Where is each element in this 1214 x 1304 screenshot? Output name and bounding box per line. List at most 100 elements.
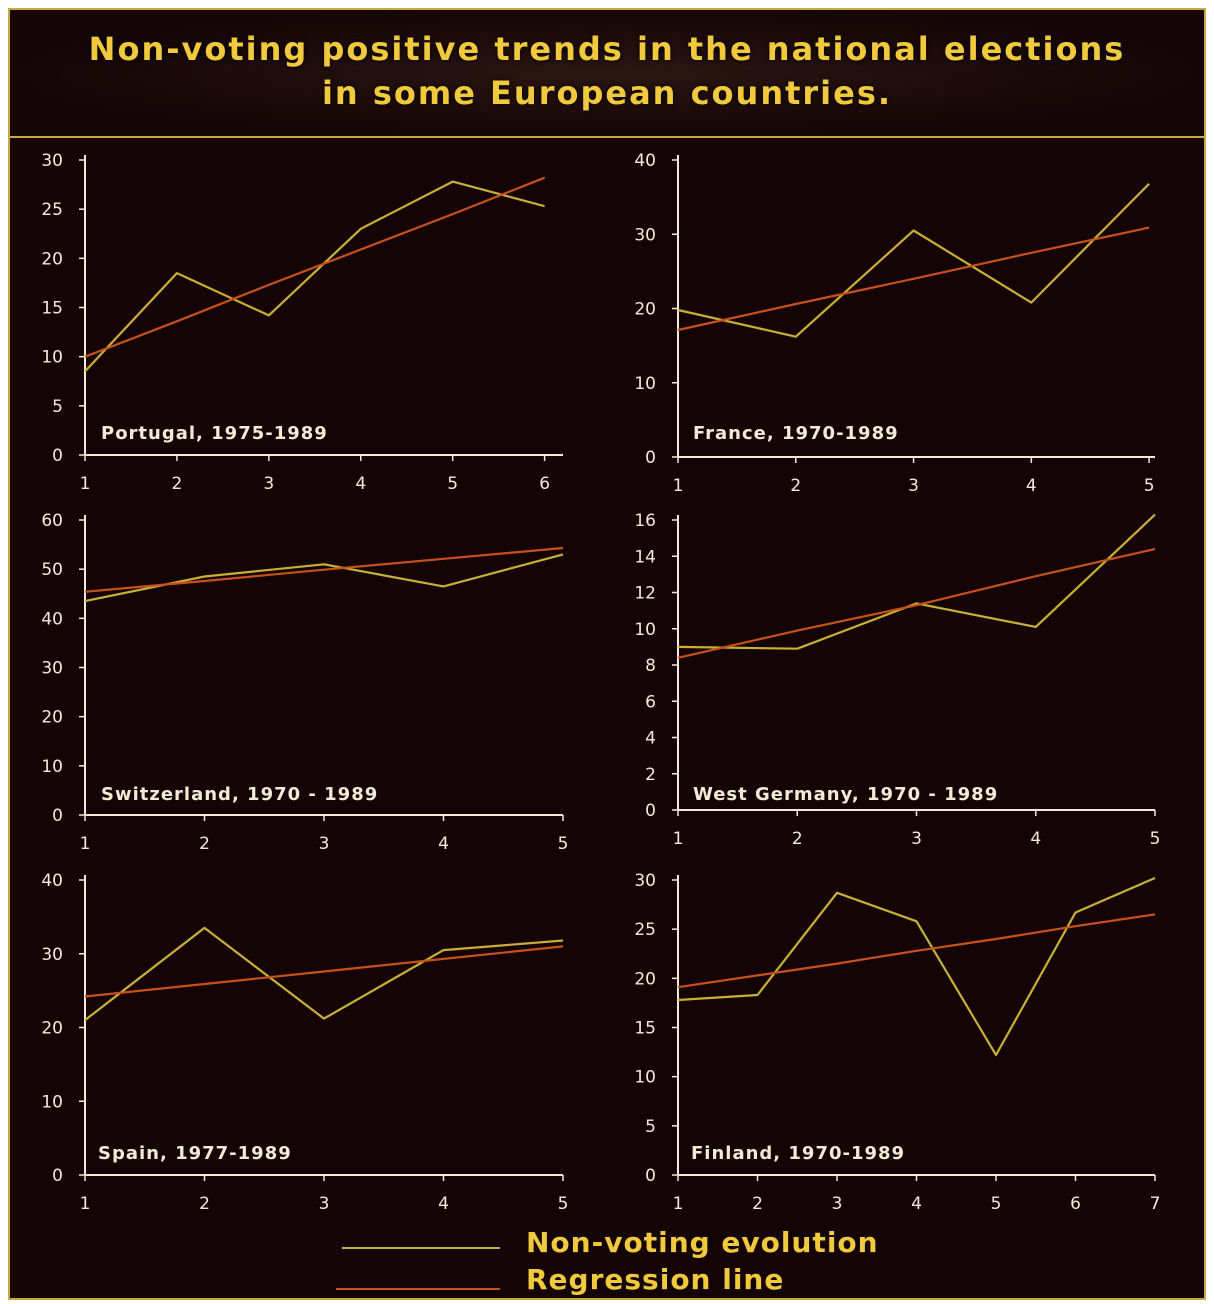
- title-bar: Non-voting positive trends in the nation…: [10, 10, 1204, 138]
- x-tick-label: 3: [911, 829, 922, 849]
- x-tick-label: 2: [199, 834, 210, 854]
- y-tick-label: 10: [41, 757, 63, 777]
- y-tick-label: 8: [645, 656, 656, 676]
- y-tick-label: 5: [645, 1117, 656, 1137]
- y-tick-label: 20: [41, 249, 63, 269]
- y-tick-label: 30: [634, 225, 656, 245]
- y-tick-label: 10: [41, 1092, 63, 1112]
- y-tick-label: 15: [41, 299, 63, 319]
- x-tick-label: 6: [1070, 1194, 1081, 1214]
- regression-series-line: [84, 945, 564, 998]
- x-tick-label: 5: [558, 834, 569, 854]
- y-tick-label: 10: [634, 1068, 656, 1088]
- x-tick-label: 1: [80, 834, 91, 854]
- x-tick-label: 2: [752, 1194, 763, 1214]
- x-tick-label: 2: [790, 476, 801, 496]
- x-tick-label: 4: [1026, 476, 1037, 496]
- y-tick-label: 4: [645, 729, 656, 749]
- non-voting-series-line: [677, 513, 1156, 650]
- x-tick-label: 5: [991, 1194, 1002, 1214]
- non-voting-series-line: [84, 553, 564, 603]
- y-tick-label: 0: [645, 801, 656, 821]
- y-tick-label: 30: [41, 659, 63, 679]
- x-tick-label: 6: [539, 474, 550, 494]
- legend-regression-swatch: [336, 1288, 500, 1290]
- y-tick-label: 30: [41, 151, 63, 171]
- y-tick-label: 0: [645, 448, 656, 468]
- non-voting-series-line: [84, 180, 545, 373]
- y-tick-label: 10: [41, 348, 63, 368]
- y-tick-label: 16: [634, 511, 656, 531]
- y-tick-label: 10: [634, 374, 656, 394]
- x-tick-label: 1: [673, 829, 684, 849]
- y-tick-label: 50: [41, 560, 63, 580]
- y-tick-label: 0: [52, 1166, 63, 1186]
- y-tick-label: 20: [41, 708, 63, 728]
- x-tick-label: 7: [1150, 1194, 1161, 1214]
- y-tick-label: 0: [645, 1166, 656, 1186]
- x-tick-label: 4: [438, 834, 449, 854]
- chart-panel-5: 0 10 20 30 40 1 2 3 4 5 Spain, 1977-1989: [41, 871, 568, 1214]
- chart-panel-2: 0 10 20 30 40 1 2 3 4 5 France, 1970-1989: [634, 151, 1155, 496]
- regression-series-line: [84, 176, 546, 358]
- chart-panel-6: 0 5 10 15 20 25 30 1 2 3 4 5 6 7 Finland, 1970-1989: [634, 871, 1160, 1214]
- y-tick-label: 0: [52, 806, 63, 826]
- legend-non-voting-label: Non-voting evolution: [526, 1226, 879, 1259]
- chart-panel-1: 0 5 10 15 20 25 30 1 2 3 4 5 6 Portugal, 1975-1989: [41, 151, 563, 494]
- y-tick-label: 20: [634, 300, 656, 320]
- y-tick-label: 25: [634, 920, 656, 940]
- legend-regression-label: Regression line: [526, 1263, 785, 1296]
- panel-title: France, 1970-1989: [693, 423, 899, 444]
- regression-series-line: [84, 546, 564, 593]
- y-tick-label: 15: [634, 1019, 656, 1039]
- x-tick-label: 1: [80, 1194, 91, 1214]
- regression-series-line: [677, 226, 1150, 332]
- y-tick-label: 60: [41, 511, 63, 531]
- panel-title: Spain, 1977-1989: [98, 1143, 292, 1164]
- y-tick-label: 6: [645, 692, 656, 712]
- x-tick-label: 5: [1150, 829, 1161, 849]
- y-tick-label: 20: [634, 969, 656, 989]
- y-tick-label: 30: [41, 945, 63, 965]
- regression-series-line: [677, 547, 1156, 659]
- y-tick-label: 40: [41, 871, 63, 891]
- non-voting-series-line: [677, 183, 1150, 338]
- x-tick-label: 2: [792, 829, 803, 849]
- x-tick-label: 3: [319, 834, 330, 854]
- legend-non-voting-swatch: [342, 1247, 500, 1249]
- non-voting-series-line: [84, 926, 564, 1021]
- chart-panel-3: 0 10 20 30 40 50 60 1 2 3 4 5 Switzerland, 1970 - 19…: [41, 511, 568, 854]
- y-tick-label: 14: [634, 547, 656, 567]
- y-tick-label: 20: [41, 1019, 63, 1039]
- x-tick-label: 1: [80, 474, 91, 494]
- y-tick-label: 5: [52, 397, 63, 417]
- x-tick-label: 5: [447, 474, 458, 494]
- x-tick-label: 4: [911, 1194, 922, 1214]
- panel-title: Switzerland, 1970 - 1989: [101, 784, 378, 805]
- page-title-line-1: Non-voting positive trends in the nation…: [88, 30, 1126, 68]
- regression-series-line: [677, 913, 1156, 989]
- y-tick-label: 12: [634, 584, 656, 604]
- x-tick-label: 3: [263, 474, 274, 494]
- x-tick-label: 4: [355, 474, 366, 494]
- y-tick-label: 40: [41, 609, 63, 629]
- x-tick-label: 3: [319, 1194, 330, 1214]
- x-tick-label: 5: [558, 1194, 569, 1214]
- x-tick-label: 1: [673, 476, 684, 496]
- panel-title: Portugal, 1975-1989: [101, 423, 328, 444]
- x-tick-label: 2: [172, 474, 183, 494]
- panel-title: West Germany, 1970 - 1989: [693, 784, 998, 805]
- page-title-line-2: in some European countries.: [321, 74, 893, 112]
- x-tick-label: 1: [673, 1194, 684, 1214]
- x-tick-label: 4: [1030, 829, 1041, 849]
- y-tick-label: 2: [645, 765, 656, 785]
- y-tick-label: 40: [634, 151, 656, 171]
- y-tick-label: 25: [41, 200, 63, 220]
- x-tick-label: 5: [1144, 476, 1155, 496]
- x-tick-label: 4: [438, 1194, 449, 1214]
- y-tick-label: 30: [634, 871, 656, 891]
- x-tick-label: 3: [908, 476, 919, 496]
- y-tick-label: 10: [634, 620, 656, 640]
